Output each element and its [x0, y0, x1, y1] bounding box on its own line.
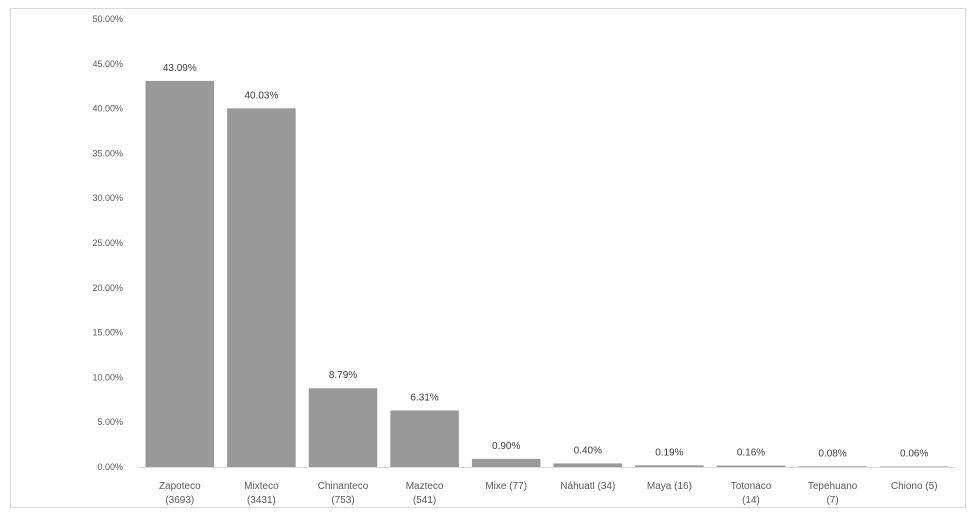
bar [145, 80, 215, 467]
category-label: Zapoteco [159, 481, 201, 492]
data-label: 0.40% [574, 445, 602, 456]
category-label: Mixteco [244, 481, 279, 492]
bar [390, 410, 459, 467]
data-label: 8.79% [329, 370, 357, 381]
y-tick-label: 30.00% [92, 193, 123, 203]
category-label: (7) [826, 495, 838, 506]
y-tick-label: 45.00% [92, 59, 123, 69]
category-label: Chiono (5) [891, 481, 938, 492]
bar [798, 466, 867, 467]
category-label: (3693) [165, 495, 194, 506]
bar [635, 465, 704, 467]
y-tick-label: 50.00% [92, 14, 123, 24]
y-tick-label: 5.00% [97, 417, 123, 427]
data-label: 40.03% [244, 90, 278, 101]
bar [716, 465, 786, 467]
category-label: Tepehuano [808, 481, 858, 492]
category-label: (753) [331, 495, 354, 506]
category-label: Náhuatl (34) [560, 481, 615, 492]
category-label: Chinanteco [318, 481, 369, 492]
y-tick-label: 25.00% [92, 238, 123, 248]
y-tick-label: 10.00% [92, 372, 123, 382]
y-tick-label: 0.00% [97, 462, 123, 472]
data-label: 0.19% [655, 447, 683, 458]
y-tick-label: 20.00% [92, 283, 123, 293]
category-label: Mazteco [406, 481, 444, 492]
data-label: 0.06% [900, 448, 928, 459]
bar [553, 463, 623, 467]
bar [471, 458, 541, 467]
bar [308, 388, 378, 467]
data-label: 6.31% [410, 392, 438, 403]
data-label: 0.90% [492, 441, 520, 452]
category-label: Mixe (77) [485, 481, 527, 492]
data-label: 0.08% [818, 448, 846, 459]
data-label: 43.09% [163, 63, 197, 74]
chart-frame: 0.00% 5.00% 10.00% 15.00% 20.00% 25.00% 30.00%… [10, 8, 966, 508]
bar [227, 108, 296, 467]
category-label: (3431) [247, 495, 276, 506]
category-label: Totonaco [731, 481, 772, 492]
bar [879, 466, 949, 467]
y-tick-label: 40.00% [92, 104, 123, 114]
bar-chart: 0.00% 5.00% 10.00% 15.00% 20.00% 25.00% 30.00%… [92, 14, 955, 506]
category-label: (541) [413, 495, 436, 506]
y-tick-label: 15.00% [92, 328, 123, 338]
y-tick-label: 35.00% [92, 148, 123, 158]
category-label: Maya (16) [647, 481, 692, 492]
data-label: 0.16% [737, 448, 765, 459]
category-label: (14) [742, 495, 760, 506]
